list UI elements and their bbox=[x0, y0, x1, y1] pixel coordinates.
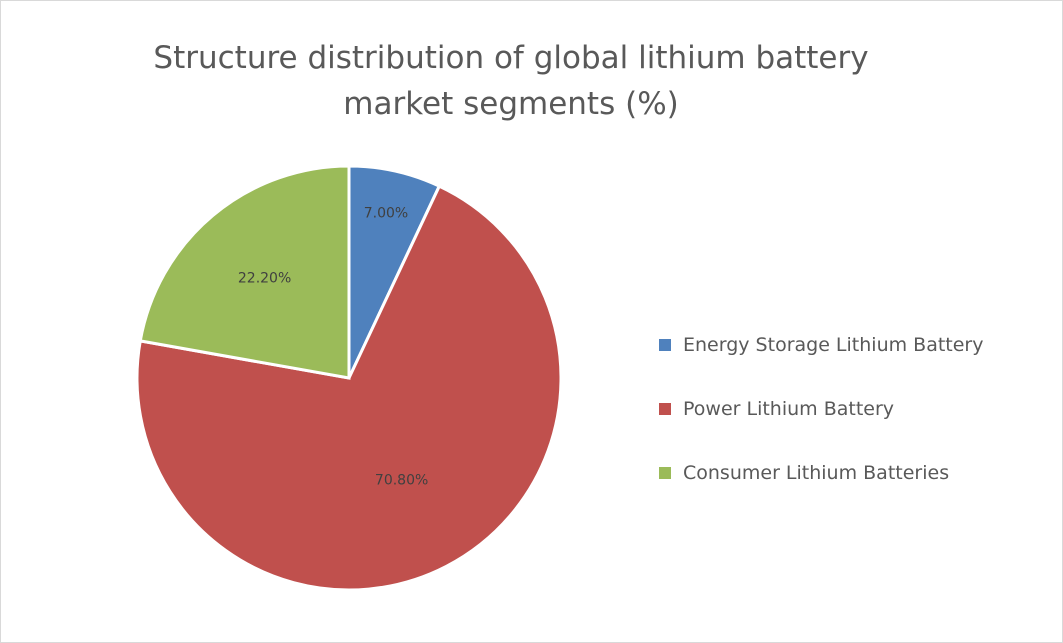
pie-slice-consumer bbox=[138, 164, 351, 380]
pie-slice-power bbox=[135, 184, 563, 592]
data-label-energy-storage: 7.00% bbox=[364, 205, 408, 221]
legend-item-consumer: Consumer Lithium Batteries bbox=[659, 441, 983, 505]
chart-title-line-1: Structure distribution of global lithium… bbox=[153, 40, 869, 76]
chart-title-line-2: market segments (%) bbox=[343, 86, 679, 122]
legend-swatch-power bbox=[659, 403, 671, 415]
legend-item-power: Power Lithium Battery bbox=[659, 377, 983, 441]
legend-label-energy-storage: Energy Storage Lithium Battery bbox=[683, 334, 984, 356]
legend-label-power: Power Lithium Battery bbox=[683, 398, 895, 420]
legend-item-energy-storage: Energy Storage Lithium Battery bbox=[659, 313, 983, 377]
legend: Energy Storage Lithium Battery Power Lit… bbox=[659, 313, 983, 505]
data-label-power: 70.80% bbox=[375, 473, 428, 489]
legend-label-consumer: Consumer Lithium Batteries bbox=[683, 462, 950, 484]
chart-title: Structure distribution of global lithium… bbox=[1, 35, 1021, 127]
legend-swatch-energy-storage bbox=[659, 339, 671, 351]
legend-swatch-consumer bbox=[659, 467, 671, 479]
data-label-consumer: 22.20% bbox=[238, 270, 291, 286]
